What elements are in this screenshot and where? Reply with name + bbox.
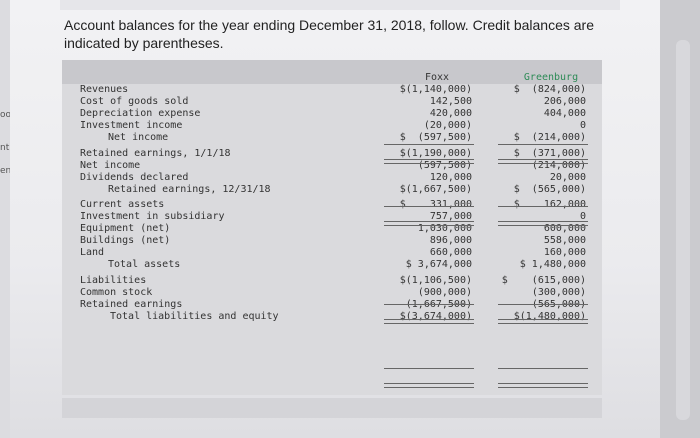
row-label: Total liabilities and equity <box>110 310 279 322</box>
greenburg-value: $ (824,000) <box>513 84 586 95</box>
foxx-value: $ 331,000 <box>399 198 472 210</box>
row-label: Retained earnings, 1/1/18 <box>80 147 231 159</box>
row-label: Liabilities <box>80 274 147 286</box>
row-label: Common stock <box>80 286 153 298</box>
double-rule-greenburg <box>498 319 588 324</box>
row-label: Depreciation expense <box>80 108 201 120</box>
foxx-value: 1,030,000 <box>417 223 472 235</box>
row-label: Cost of goods sold <box>80 96 189 108</box>
row-label: Buildings (net) <box>80 235 171 247</box>
foxx-value: 120,000 <box>429 171 472 183</box>
question-text: Account balances for the year ending Dec… <box>64 17 594 51</box>
column-header-foxx: Foxx <box>424 72 450 83</box>
row-label: Revenues <box>80 84 129 95</box>
foxx-value: $ (597,500) <box>399 132 472 144</box>
greenburg-value: 160,000 <box>543 247 586 259</box>
greenburg-value: $ (615,000) <box>501 274 586 286</box>
greenburg-value: $ (214,000) <box>513 132 586 144</box>
row-label: Current assets <box>80 198 165 210</box>
column-header-greenburg: Greenburg <box>523 72 579 83</box>
foxx-value: $(1,190,000) <box>399 147 472 159</box>
greenburg-value: 404,000 <box>543 108 586 120</box>
row-label: Investment in subsidiary <box>80 211 225 222</box>
scrollbar-thumb[interactable] <box>676 40 690 420</box>
greenburg-value: $ (371,000) <box>513 147 586 159</box>
foxx-value: (20,000) <box>423 120 472 132</box>
foxx-value: $(3,674,000) <box>399 310 472 322</box>
table-header-band <box>62 60 602 84</box>
row-label: Dividends declared <box>80 171 189 183</box>
foxx-value: 757,000 <box>429 211 472 222</box>
balances-table <box>62 60 602 395</box>
greenburg-value: (214,000) <box>531 159 586 171</box>
subtotal-rule-foxx <box>384 368 474 369</box>
row-label: Net income <box>80 159 141 171</box>
row-label: Total assets <box>108 259 181 271</box>
subtotal-rule-greenburg <box>498 368 588 369</box>
foxx-value: $(1,106,500) <box>399 274 472 286</box>
row-label: Net income <box>108 132 169 144</box>
greenburg-value: $ 162,000 <box>513 198 586 210</box>
foxx-value: $ 3,674,000 <box>405 259 472 271</box>
greenburg-value: 0 <box>579 211 586 222</box>
foxx-value: (597,500) <box>417 159 472 171</box>
foxx-value: $(1,667,500) <box>399 183 472 195</box>
subtotal-rule-greenburg <box>498 206 588 207</box>
row-label: Investment income <box>80 120 183 132</box>
greenburg-value: 206,000 <box>543 96 586 108</box>
greenburg-value: $ 1,480,000 <box>519 259 586 271</box>
row-label: Land <box>80 247 105 259</box>
foxx-value: (900,000) <box>417 286 472 298</box>
sidebar-label-print[interactable]: nt <box>0 143 10 153</box>
foxx-value: $(1,140,000) <box>399 84 472 95</box>
greenburg-value: 20,000 <box>549 171 586 183</box>
foxx-value: 660,000 <box>429 247 472 259</box>
sidebar-label-book[interactable]: ook <box>0 110 17 120</box>
subtotal-rule-greenburg <box>498 304 588 305</box>
greenburg-value: $ (565,000) <box>513 183 586 195</box>
foxx-value: 420,000 <box>429 108 472 120</box>
double-rule-foxx <box>384 319 474 324</box>
subtotal-rule-foxx <box>384 144 474 145</box>
double-rule-foxx <box>384 383 474 388</box>
row-label: Retained earnings <box>80 298 183 310</box>
double-rule-greenburg <box>498 383 588 388</box>
greenburg-value: (300,000) <box>531 286 586 298</box>
double-rule-foxx <box>384 221 474 226</box>
greenburg-value: 0 <box>579 120 586 132</box>
top-edge <box>60 0 620 10</box>
foxx-value: 896,000 <box>429 235 472 247</box>
subtotal-rule-foxx <box>384 304 474 305</box>
double-rule-greenburg <box>498 221 588 226</box>
double-rule-foxx <box>384 159 474 164</box>
subtotal-rule-greenburg <box>498 144 588 145</box>
double-rule-greenburg <box>498 159 588 164</box>
row-label: Equipment (net) <box>80 223 171 235</box>
table-bottom-shade <box>62 398 602 418</box>
subtotal-rule-foxx <box>384 206 474 207</box>
greenburg-value: $(1,480,000) <box>513 310 586 322</box>
greenburg-value: 558,000 <box>543 235 586 247</box>
foxx-value: 142,500 <box>429 96 472 108</box>
row-label: Retained earnings, 12/31/18 <box>108 183 271 195</box>
greenburg-value: 600,000 <box>543 223 586 235</box>
